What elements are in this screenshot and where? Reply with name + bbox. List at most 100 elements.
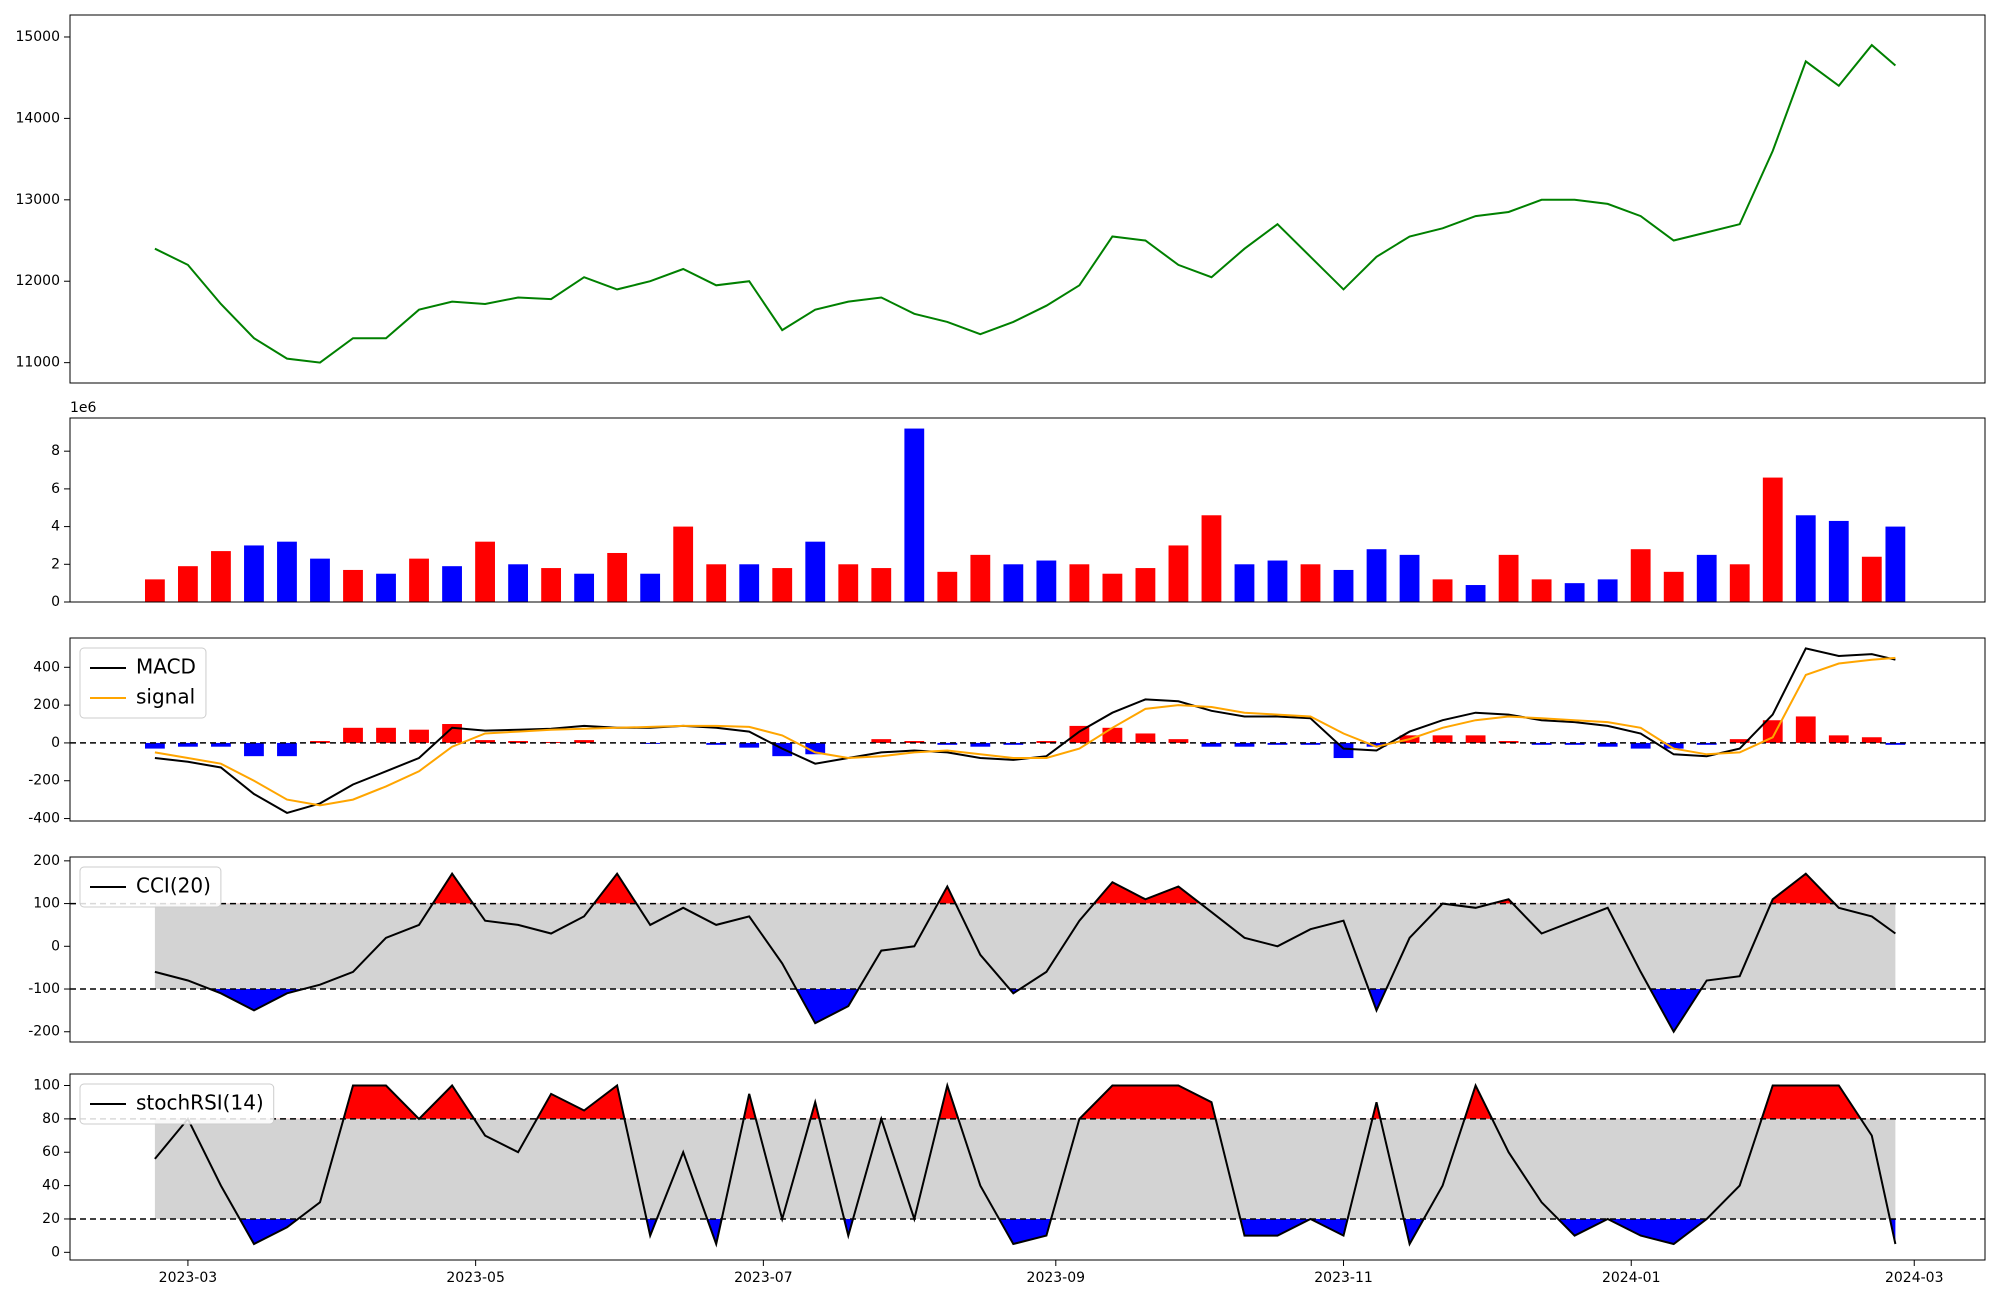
panel: 0 2 4 6 8 1e6	[51, 400, 1986, 610]
histogram-bar	[706, 742, 727, 745]
histogram-bar	[1795, 716, 1816, 743]
volume-bar	[1663, 571, 1684, 602]
y-tick-label: 0	[51, 1244, 60, 1260]
volume-bar	[1168, 545, 1189, 602]
y-tick-label: -400	[28, 811, 60, 827]
volume-bar	[1531, 579, 1552, 602]
y-tick-label: 8	[51, 443, 60, 459]
histogram-bar	[1300, 742, 1321, 745]
x-tick-label: 2024-03	[1885, 1270, 1944, 1286]
panel: -200 -100 0 100 200 CCI(20)	[28, 853, 1986, 1043]
histogram-bar	[1036, 741, 1057, 743]
y-tick-label: 0	[51, 938, 60, 954]
volume-bar	[1333, 569, 1354, 602]
volume-bar	[211, 551, 231, 602]
legend-box	[79, 1083, 275, 1125]
y-tick-label: 11000	[15, 355, 60, 371]
volume-bar	[1234, 564, 1255, 602]
volume-bar	[970, 554, 991, 602]
volume-bar	[871, 568, 892, 602]
histogram-bar	[343, 727, 363, 743]
x-tick-label: 2023-11	[1314, 1270, 1373, 1286]
volume-bar	[475, 541, 495, 602]
panel: -400 -200 0 200 400 MACD signal	[28, 637, 1986, 827]
histogram-bar	[1102, 727, 1123, 743]
volume-bar	[1729, 564, 1750, 602]
histogram-bar	[1465, 735, 1486, 743]
histogram-bar	[1597, 742, 1618, 747]
volume-bar	[244, 545, 264, 602]
x-tick-label: 2023-05	[446, 1270, 505, 1286]
histogram-bar	[1828, 735, 1849, 743]
data-line	[154, 656, 1896, 807]
volume-bar	[1885, 526, 1906, 602]
histogram-bar	[508, 741, 528, 743]
histogram-bar	[1696, 742, 1717, 745]
histogram-bar	[1729, 739, 1750, 743]
y-tick-label: 0	[51, 735, 60, 751]
volume-bar	[277, 541, 297, 602]
histogram-bar	[937, 742, 958, 745]
volume-bar	[409, 558, 429, 602]
histogram-bar	[1069, 725, 1090, 743]
volume-bar	[1465, 585, 1486, 602]
overbought-fill	[154, 1085, 1896, 1119]
x-tick-label: 2023-09	[1027, 1270, 1086, 1286]
histogram-bar	[376, 727, 396, 743]
y-tick-label: 400	[33, 659, 60, 675]
y-tick-label: 2	[51, 556, 60, 572]
histogram-bar	[1663, 742, 1684, 749]
y-tick-label: 6	[51, 481, 60, 497]
volume-bar	[673, 526, 694, 602]
volume-bar	[1696, 554, 1717, 602]
y-tick-label: 13000	[15, 192, 60, 208]
volume-bar	[607, 552, 628, 602]
histogram-bar	[1498, 741, 1519, 743]
y-tick-label: -200	[28, 1024, 60, 1040]
histogram-bar	[574, 740, 595, 743]
volume-bar	[1036, 560, 1057, 602]
y-tick-label: 200	[33, 853, 60, 869]
volume-bar	[1069, 564, 1090, 602]
volume-bar	[640, 573, 661, 602]
panel-frame	[69, 417, 1986, 603]
volume-bar	[1003, 564, 1024, 602]
volume-bar	[1432, 579, 1453, 602]
histogram-bar	[904, 741, 925, 743]
y-tick-label: 12000	[15, 273, 60, 289]
volume-bar	[739, 564, 760, 602]
y-tick-label: 40	[42, 1178, 60, 1194]
histogram-bar	[1861, 737, 1882, 743]
histogram-bar	[211, 742, 231, 747]
volume-bar	[1597, 579, 1618, 602]
histogram-bar	[871, 739, 892, 743]
volume-bar	[937, 571, 958, 602]
volume-bar	[574, 573, 595, 602]
histogram-bar	[1135, 733, 1156, 743]
panel-frame	[69, 856, 1986, 1043]
neutral-band	[154, 1118, 1896, 1219]
y-tick-label: 60	[42, 1144, 60, 1160]
volume-bar	[508, 564, 528, 602]
histogram-bar	[1333, 742, 1354, 759]
legend-box	[79, 866, 222, 908]
histogram-bar	[244, 742, 264, 757]
x-tick-label: 2024-01	[1602, 1270, 1661, 1286]
legend-label: stochRSI(14)	[136, 1091, 264, 1115]
histogram-bar	[1201, 742, 1222, 747]
volume-bar	[1300, 564, 1321, 602]
volume-bar	[1828, 520, 1849, 602]
axis-offset-label: 1e6	[70, 400, 97, 416]
data-line	[154, 871, 1896, 1034]
volume-bar	[805, 541, 826, 602]
y-tick-label: 0	[51, 594, 60, 610]
data-line	[154, 1081, 1897, 1248]
legend-label: signal	[136, 685, 195, 709]
histogram-bar	[1432, 735, 1453, 743]
histogram-bar	[1168, 739, 1189, 743]
x-tick-label: 2023-07	[734, 1270, 793, 1286]
volume-bar	[838, 564, 859, 602]
panel: 0 20 40 60 80 100 2023-03 2023-05 2023-07 2023-09…	[33, 1073, 1986, 1286]
histogram-bar	[1267, 742, 1288, 745]
